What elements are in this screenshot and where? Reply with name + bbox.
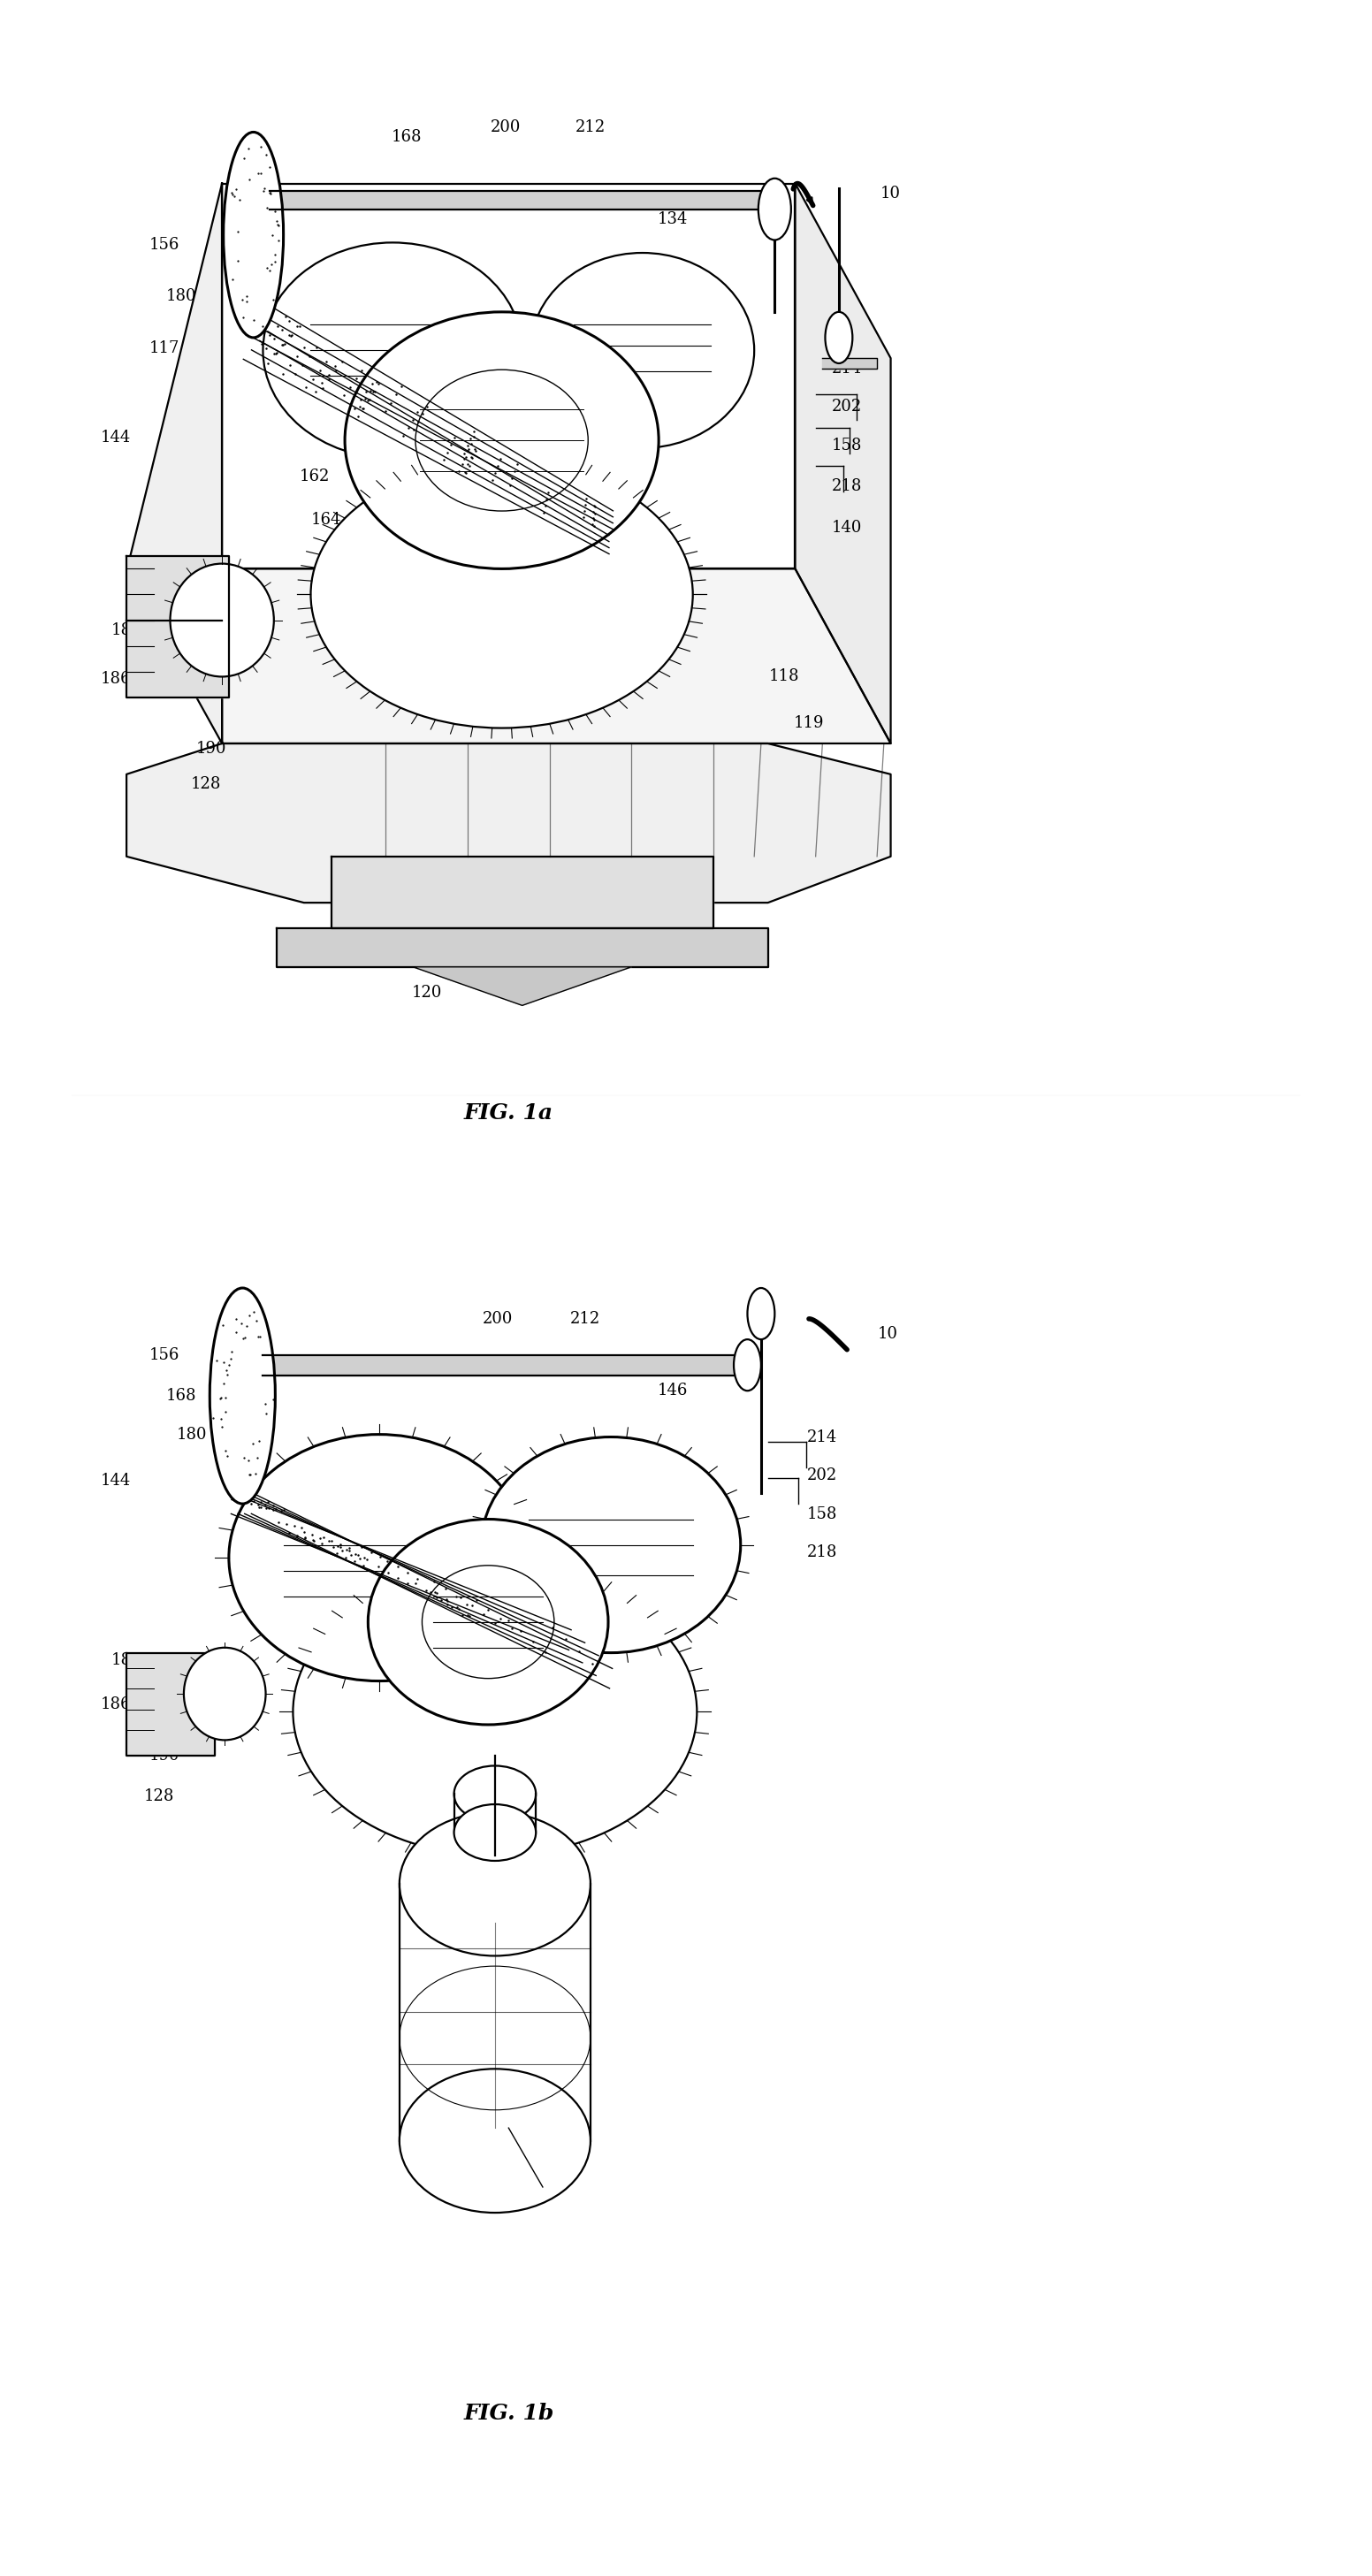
Text: 212: 212 [575, 118, 605, 134]
Text: 162: 162 [299, 469, 331, 484]
Ellipse shape [344, 312, 659, 569]
Text: 122: 122 [464, 1909, 494, 1924]
Polygon shape [126, 556, 229, 698]
Circle shape [734, 1340, 761, 1391]
Text: 186: 186 [100, 1695, 130, 1713]
Ellipse shape [170, 564, 274, 677]
Text: FIG. 1b: FIG. 1b [464, 2403, 554, 2424]
Ellipse shape [263, 242, 523, 459]
Text: 132: 132 [567, 1633, 597, 1649]
Text: 117: 117 [150, 340, 180, 355]
Text: 164: 164 [305, 1548, 336, 1564]
Text: 140: 140 [831, 520, 862, 536]
Text: 166: 166 [332, 1592, 362, 1607]
Text: 158: 158 [807, 1507, 838, 1522]
Ellipse shape [482, 1437, 741, 1654]
Ellipse shape [229, 1435, 530, 1682]
Text: 160: 160 [401, 1597, 431, 1613]
Polygon shape [126, 183, 222, 744]
Text: 200: 200 [491, 118, 521, 134]
Ellipse shape [531, 252, 755, 448]
Ellipse shape [210, 1288, 276, 1504]
Ellipse shape [399, 1811, 590, 1955]
Polygon shape [822, 358, 877, 368]
Polygon shape [277, 927, 768, 966]
Text: 190: 190 [196, 742, 226, 757]
Text: 218: 218 [807, 1546, 838, 1561]
Polygon shape [263, 1355, 748, 1376]
Polygon shape [399, 1883, 590, 2141]
Text: 119: 119 [793, 716, 825, 732]
Ellipse shape [224, 131, 284, 337]
Ellipse shape [368, 1520, 608, 1726]
Ellipse shape [416, 371, 589, 510]
Text: 10: 10 [878, 1327, 899, 1342]
Polygon shape [126, 1654, 215, 1754]
Text: 182: 182 [111, 1651, 141, 1669]
Text: 168: 168 [391, 129, 421, 144]
Text: 128: 128 [191, 775, 221, 793]
Text: 190: 190 [150, 1747, 180, 1765]
Text: 164: 164 [310, 513, 340, 528]
Text: 186: 186 [100, 672, 130, 688]
Polygon shape [126, 744, 890, 902]
Circle shape [748, 1288, 775, 1340]
Ellipse shape [294, 1569, 697, 1855]
Text: 144: 144 [100, 1473, 130, 1489]
Text: 156: 156 [150, 237, 180, 252]
Text: 214: 214 [807, 1430, 837, 1445]
Text: 202: 202 [831, 399, 862, 415]
Polygon shape [222, 183, 796, 569]
Text: 146: 146 [657, 1383, 687, 1399]
Polygon shape [222, 569, 890, 744]
Text: 144: 144 [100, 430, 130, 446]
Text: FIG. 1a: FIG. 1a [464, 1103, 553, 1123]
Circle shape [759, 178, 792, 240]
Text: 170: 170 [578, 515, 608, 531]
Circle shape [825, 312, 852, 363]
Ellipse shape [454, 1765, 536, 1821]
Text: 170: 170 [553, 1512, 584, 1528]
Text: 200: 200 [483, 1311, 513, 1327]
Polygon shape [270, 191, 775, 209]
Polygon shape [413, 966, 631, 1005]
Polygon shape [796, 183, 890, 744]
Text: 192: 192 [567, 1680, 597, 1698]
Ellipse shape [399, 2069, 590, 2213]
Text: 158: 158 [831, 438, 862, 453]
Text: 120: 120 [428, 2004, 458, 2020]
Text: 120: 120 [412, 984, 442, 999]
Text: 162: 162 [285, 1504, 317, 1520]
Text: 166: 166 [346, 551, 376, 567]
Text: 168: 168 [166, 1388, 196, 1404]
Text: 134: 134 [657, 211, 687, 227]
Text: 180: 180 [166, 289, 196, 304]
Text: 160: 160 [420, 551, 450, 567]
Text: 202: 202 [807, 1468, 837, 1484]
Text: 180: 180 [177, 1427, 207, 1443]
Text: 218: 218 [831, 479, 862, 495]
Text: 182: 182 [111, 623, 141, 639]
Ellipse shape [184, 1649, 266, 1739]
Polygon shape [331, 855, 713, 927]
Ellipse shape [310, 461, 693, 729]
Text: 118: 118 [768, 670, 800, 685]
Text: 212: 212 [569, 1311, 600, 1327]
Text: 214: 214 [831, 361, 862, 376]
Text: 132: 132 [469, 567, 499, 582]
Ellipse shape [454, 1803, 536, 1860]
Text: 10: 10 [881, 185, 901, 201]
Text: 128: 128 [144, 1788, 174, 1806]
Text: 156: 156 [150, 1347, 180, 1363]
